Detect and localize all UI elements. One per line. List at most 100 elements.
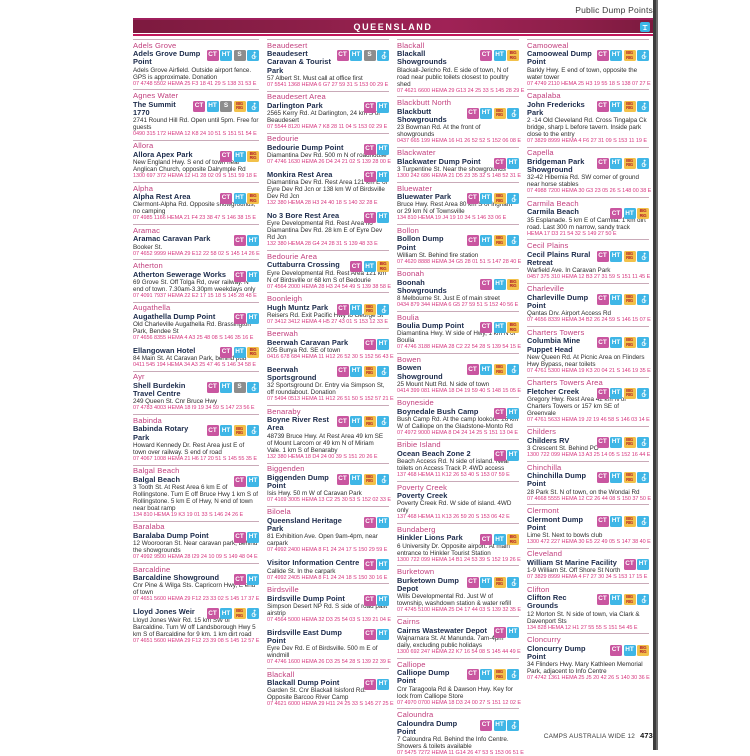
badge-big-rig-icon: BIG RIG <box>623 100 636 112</box>
entry-description: Lloyd Jones Weir Rd. 15 km SW of Barcald… <box>133 616 256 638</box>
entry-description: 2 -14 Old Cleveland Rd. Cross Tingalpa C… <box>527 116 647 138</box>
directory-entry[interactable]: Boyneside Boynedale Bush Camp CT HT Bush Cam… <box>397 396 519 437</box>
directory-entry[interactable]: Burketown Burketown Dump Depot CT HT BIG RIG W… <box>397 565 521 613</box>
directory-entry[interactable]: Bundaberg Hinkler Lions Park CT HT BIG RIG 6 U… <box>397 523 521 563</box>
entry-description: William St. Behind fire station <box>397 251 479 259</box>
entry-town-name: Bluewater <box>397 183 433 193</box>
directory-entry[interactable]: Calliope Calliope Dump Point CT HT BIG RIG Cnr… <box>397 658 521 706</box>
directory-entry[interactable]: Cloncurry Cloncurry Dump Point CT HT BIG RIG 3… <box>527 633 650 681</box>
entry-body: Boulia Dump Point CT HT BIG RIG Diamantina Hw… <box>397 321 521 351</box>
directory-entry[interactable]: Beaudesert Beaudesert Caravan & Tourist P… <box>267 39 389 88</box>
directory-entry[interactable]: Camooweal Camooweal Dump Point CT HT BIG RIG B… <box>527 39 651 87</box>
directory-entry[interactable]: Augathella Augathella Dump Point CT HT Old C… <box>133 301 259 342</box>
directory-entry[interactable]: Blackwater Blackwater Dump Point CT HT 3 Tur… <box>397 146 521 180</box>
directory-entry[interactable]: Biggenden Biggenden Dump Point CT HT BIG RIG I… <box>267 462 391 504</box>
directory-entry[interactable]: Blackbutt North Blackbutt Showgrounds CT HT… <box>397 96 521 144</box>
entry-description: Barkly Hwy. E end of town, opposite the … <box>527 66 638 81</box>
directory-entry[interactable]: Biloela Queensland Heritage Park CT HT 81 Ex… <box>267 505 389 554</box>
directory-entry[interactable]: No 3 Bore Rest Area CT HT Eyre Developmenta… <box>267 209 389 248</box>
directory-entry[interactable]: Clermont Clermont Dump Point CT HT BIG RIG Lim… <box>527 504 651 545</box>
directory-entry[interactable]: Charleville Charleville Dump Point CT HT BIG… <box>527 282 651 324</box>
directory-entry[interactable]: Cleveland William St Marine Facility CT HT 1… <box>527 547 649 581</box>
directory-entry[interactable]: Adels Grove Adels Grove Dump Point CT HT S Ad… <box>133 39 259 87</box>
directory-entry[interactable]: Caloundra Caloundra Dump Point CT HT 7 Calou… <box>397 708 524 756</box>
directory-entry[interactable]: Alpha Alpha Rest Area CT HT BIG RIG Clermont-A… <box>133 182 259 222</box>
directory-entry[interactable]: Allora Allora Apex Park CT HT BIG RIG New Engl… <box>133 139 259 180</box>
directory-entry[interactable]: Boonah Boonah Showgrounds CT HT BIG RIG 8 Melb… <box>397 267 519 309</box>
badge-ct-icon: CT <box>363 517 376 529</box>
directory-entry[interactable]: Blackall Blackall Dump Point CT HT Garden St… <box>267 668 394 708</box>
directory-entry[interactable]: Clifton Clifton Rec Grounds CT HT BIG RIG 12 M… <box>527 583 649 631</box>
badge-ht-icon: HT <box>233 150 246 162</box>
directory-entry[interactable]: Beerwah Sportsground CT HT BIG RIG 32 Sportsg… <box>267 363 394 403</box>
badge-big-rig-icon: BIG RIG <box>637 644 649 656</box>
directory-column: Beaudesert Beaudesert Caravan & Tourist P… <box>263 39 394 732</box>
entry-divider <box>397 311 519 313</box>
directory-entry[interactable]: Agnes Water The Summit 1770 CT HT S BIG RIG 274… <box>133 89 259 137</box>
entry-contact-and-coordinates: 134 828 HEMA 12 H1 27 55 55 S 151 54 45 … <box>527 624 638 631</box>
badge-big-rig-icon: BIG RIG <box>493 107 506 119</box>
directory-entry[interactable]: Aramac Aramac Caravan Park CT HT Booker St. 0… <box>133 224 260 257</box>
directory-entry[interactable]: Carmila Beach Carmila Beach CT HT BIG RIG 35 E… <box>527 197 649 237</box>
entry-divider <box>267 505 389 507</box>
entry-divider <box>133 301 259 303</box>
directory-entry[interactable]: Barcaldine Barcaldine Showground CT HT Cnr P… <box>133 563 259 603</box>
directory-entry[interactable]: Charters Towers Columbia Mine Puppet Head… <box>527 326 651 374</box>
directory-entry[interactable]: Birdsville Birdsville Dump Point CT HT Simps… <box>267 583 391 623</box>
directory-entry[interactable]: Blackall Blackall Showgrounds CT HT BIG RIG Bl… <box>397 39 524 94</box>
directory-entry[interactable]: Bollon Bollon Dump Point CT HT BIG RIG William… <box>397 224 521 265</box>
directory-entry[interactable]: Cecil Plains Cecil Plains Rural Retreat CT… <box>527 239 650 280</box>
entry-divider <box>527 425 649 427</box>
badge-ht-icon: HT <box>247 312 259 324</box>
directory-entry[interactable]: Baralaba Baralaba Dump Point CT HT 12 Wooroo… <box>133 520 259 561</box>
entry-description: 28 Park St. N of town, on the Wondai Rd <box>527 488 640 496</box>
badge-big-rig-icon: BIG RIG <box>623 436 636 448</box>
badge-disabled-access-icon <box>377 473 389 485</box>
directory-entry[interactable]: Ayr Shell Burdekin Travel Centre CT HT S 249 … <box>133 370 259 412</box>
entry-description: Cnr Taragoola Rd & Dawson Hwy. Key for l… <box>397 685 513 700</box>
directory-entry[interactable]: Charters Towers Area Fletcher Creek CT HT BI… <box>527 376 650 424</box>
entry-divider <box>133 563 259 565</box>
badge-disabled-access-icon <box>637 250 649 262</box>
directory-entry[interactable]: Poverty Creek Poverty Creek Poverty Creek … <box>397 481 519 521</box>
directory-entry[interactable]: Babinda Babinda Rotary Park CT HT BIG RIG Howa… <box>133 414 259 462</box>
badge-ct-icon: CT <box>233 235 246 247</box>
directory-entry[interactable]: Beaudesert Area Darlington Park CT HT 2565 K… <box>267 90 389 131</box>
entry-divider <box>527 633 649 635</box>
directory-entry[interactable]: Ellangowan Hotel CT HT BIG RIG 84 Main St. At… <box>133 344 259 369</box>
entry-divider <box>397 565 519 567</box>
entry-site-name: Baralaba Dump Point <box>133 531 209 541</box>
directory-entry[interactable]: Lloyd Jones Weir CT HT BIG RIG Lloyd Jones We… <box>133 605 259 644</box>
entry-facility-badges: CT HT <box>233 312 259 324</box>
directory-entry[interactable]: Capalaba John Fredericks Park CT HT BIG RIG 2 … <box>527 89 649 144</box>
directory-entry[interactable]: Monkira Rest Area CT HT Diamantina Dev Rd. … <box>267 168 389 207</box>
entry-facility-badges: CT HT <box>233 574 259 586</box>
directory-entry[interactable]: Beerwah Beerwah Caravan Park CT HT 205 Bunya… <box>267 327 394 361</box>
directory-entry[interactable]: Benaraby Boyne River Rest Area CT HT BIG RIG 4… <box>267 405 389 460</box>
directory-entry[interactable]: Chinchilla Chinchilla Dump Point CT HT BIG RI… <box>527 461 651 502</box>
directory-entry[interactable]: Childers Childers RV CT HT BIG RIG 3 Crescent … <box>527 425 650 459</box>
state-banner: QUEENSLAND <box>133 20 653 33</box>
directory-entry[interactable]: Bribie Island Ocean Beach Zone 2 CT HT Beach… <box>397 438 519 479</box>
directory-entry[interactable]: Capella Bridgeman Park Showground CT HT BIG R… <box>527 146 651 195</box>
entry-site-name: Clifton Rec Grounds <box>527 593 567 611</box>
entry-body: Caloundra Dump Point CT HT 7 Caloundra Rd. … <box>397 719 524 756</box>
badge-ct-icon: CT <box>363 338 376 350</box>
directory-entry[interactable]: Cairns Cairns Wastewater Depot CT HT Wajnarn… <box>397 615 521 656</box>
directory-entry[interactable]: Bedourie Area Cuttaburra Crossing CT HT BIG R… <box>267 250 391 290</box>
directory-entry[interactable]: Boonleigh Hugh Muntz Park CT HT BIG RIG Reiser… <box>267 292 389 325</box>
directory-entry[interactable]: Boulia Boulia Dump Point CT HT BIG RIG Diamant… <box>397 311 521 351</box>
badge-ct-icon: CT <box>466 193 479 205</box>
entry-site-name: Blackbutt Showgrounds <box>397 106 447 124</box>
entry-town-name: Boonleigh <box>267 293 303 303</box>
directory-entry[interactable]: Balgal Beach Balgal Beach CT HT 3 Tooth St. … <box>133 464 259 519</box>
entry-body: Hugh Muntz Park CT HT BIG RIG Reisers Rd. Exi… <box>267 303 389 326</box>
directory-entry[interactable]: Visitor Information Centre CT HT Callide St… <box>267 556 389 581</box>
directory-entry[interactable]: Bedourie Bedourie Dump Point CT HT Diamantin… <box>267 132 391 166</box>
badge-ht-icon: HT <box>610 472 622 484</box>
directory-entry[interactable]: Atherton Atherton Sewerage Works CT HT 69 Gr… <box>133 259 259 299</box>
directory-entry[interactable]: Bluewater Bluewater Park CT HT BIG RIG Bruce H… <box>397 182 519 222</box>
directory-entry[interactable]: Bowen Bowen Showground CT HT BIG RIG 25 Mount … <box>397 353 521 394</box>
entry-site-name: Cuttaburra Crossing <box>267 260 340 270</box>
directory-entry[interactable]: Birdsville East Dump Point CT HT Eyre Dev R… <box>267 626 391 666</box>
